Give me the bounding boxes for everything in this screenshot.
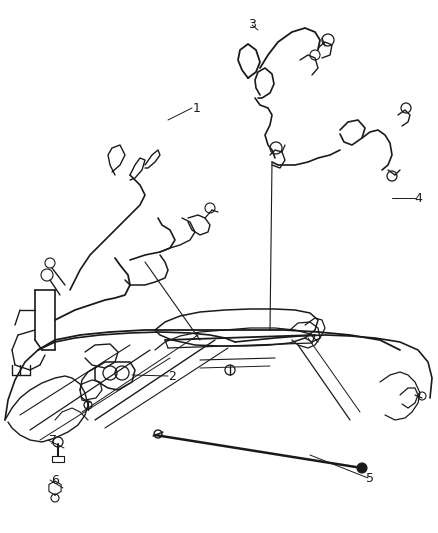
Circle shape [357, 463, 367, 473]
Text: 7: 7 [49, 433, 57, 447]
Text: 6: 6 [51, 473, 59, 487]
Text: 2: 2 [168, 369, 176, 383]
Text: 4: 4 [414, 191, 422, 205]
Text: 1: 1 [193, 101, 201, 115]
Text: 3: 3 [248, 19, 256, 31]
Text: 5: 5 [366, 472, 374, 484]
